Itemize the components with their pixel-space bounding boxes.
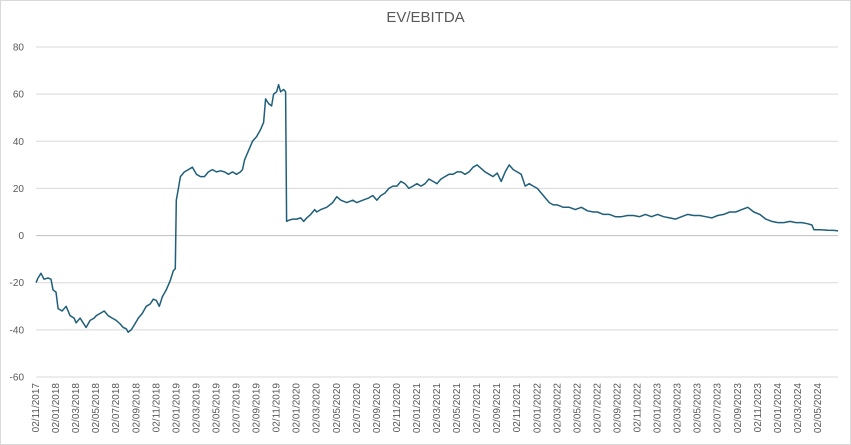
x-tick-label: 02/11/2020 [392, 383, 403, 433]
x-tick-label: 02/01/2018 [51, 383, 62, 433]
x-tick-label: 02/09/2023 [733, 383, 744, 433]
y-tick-label: -40 [10, 325, 25, 336]
gridlines [36, 46, 838, 378]
x-axis-ticks: 02/11/2017 02/01/2018 02/03/2018 02/05/2018… [31, 383, 824, 433]
x-tick-label: 02/05/2020 [332, 383, 343, 433]
y-tick-label: 20 [13, 184, 25, 195]
x-tick-label: 02/03/2018 [71, 383, 82, 433]
x-tick-label: 02/03/2019 [191, 383, 202, 433]
x-tick-label: 02/05/2023 [693, 383, 704, 433]
x-tick-label: 02/05/2022 [572, 383, 583, 433]
x-tick-label: 02/07/2018 [111, 383, 122, 433]
x-tick-label: 02/05/2018 [91, 383, 102, 433]
x-tick-label: 02/11/2019 [272, 383, 283, 433]
x-tick-label: 02/05/2024 [813, 383, 824, 433]
y-axis-ticks: 80 60 40 20 0 -20 -40 -60 [10, 43, 25, 384]
x-tick-label: 02/05/2021 [452, 383, 463, 433]
x-tick-label: 02/07/2020 [352, 383, 363, 433]
x-tick-label: 02/09/2022 [612, 383, 623, 433]
x-tick-label: 02/03/2021 [432, 383, 443, 433]
x-tick-label: 02/05/2019 [211, 383, 222, 433]
x-tick-label: 02/01/2021 [412, 383, 423, 433]
x-tick-label: 02/11/2017 [31, 383, 42, 433]
x-tick-label: 02/07/2022 [592, 383, 603, 433]
y-tick-label: 0 [18, 231, 24, 242]
x-tick-label: 02/03/2020 [312, 383, 323, 433]
x-tick-label: 02/07/2019 [232, 383, 243, 433]
y-tick-label: 40 [13, 137, 25, 148]
x-tick-label: 02/07/2021 [472, 383, 483, 433]
x-tick-label: 02/03/2022 [552, 383, 563, 433]
x-tick-label: 02/01/2023 [653, 383, 664, 433]
x-tick-label: 02/09/2019 [252, 383, 263, 433]
chart-title: EV/EBITDA [386, 9, 465, 26]
x-tick-label: 02/11/2021 [512, 383, 523, 433]
y-tick-label: 60 [13, 90, 25, 101]
x-tick-label: 02/11/2023 [753, 383, 764, 433]
x-tick-label: 02/09/2021 [492, 383, 503, 433]
x-tick-label: 02/01/2022 [532, 383, 543, 433]
x-tick-label: 02/09/2018 [131, 383, 142, 433]
x-tick-label: 02/03/2024 [793, 383, 804, 433]
x-tick-label: 02/01/2020 [292, 383, 303, 433]
x-tick-label: 02/01/2019 [171, 383, 182, 433]
x-tick-label: 02/01/2024 [773, 383, 784, 433]
series-line-0 [35, 83, 839, 333]
series-group [35, 83, 839, 333]
y-tick-label: 80 [13, 43, 25, 54]
y-tick-label: -20 [10, 278, 25, 289]
x-tick-label: 02/07/2023 [713, 383, 724, 433]
x-tick-label: 02/09/2020 [372, 383, 383, 433]
x-tick-label: 02/11/2018 [151, 383, 162, 433]
y-tick-label: -60 [10, 373, 25, 384]
x-tick-label: 02/03/2023 [673, 383, 684, 433]
x-tick-label: 02/11/2022 [633, 383, 644, 433]
